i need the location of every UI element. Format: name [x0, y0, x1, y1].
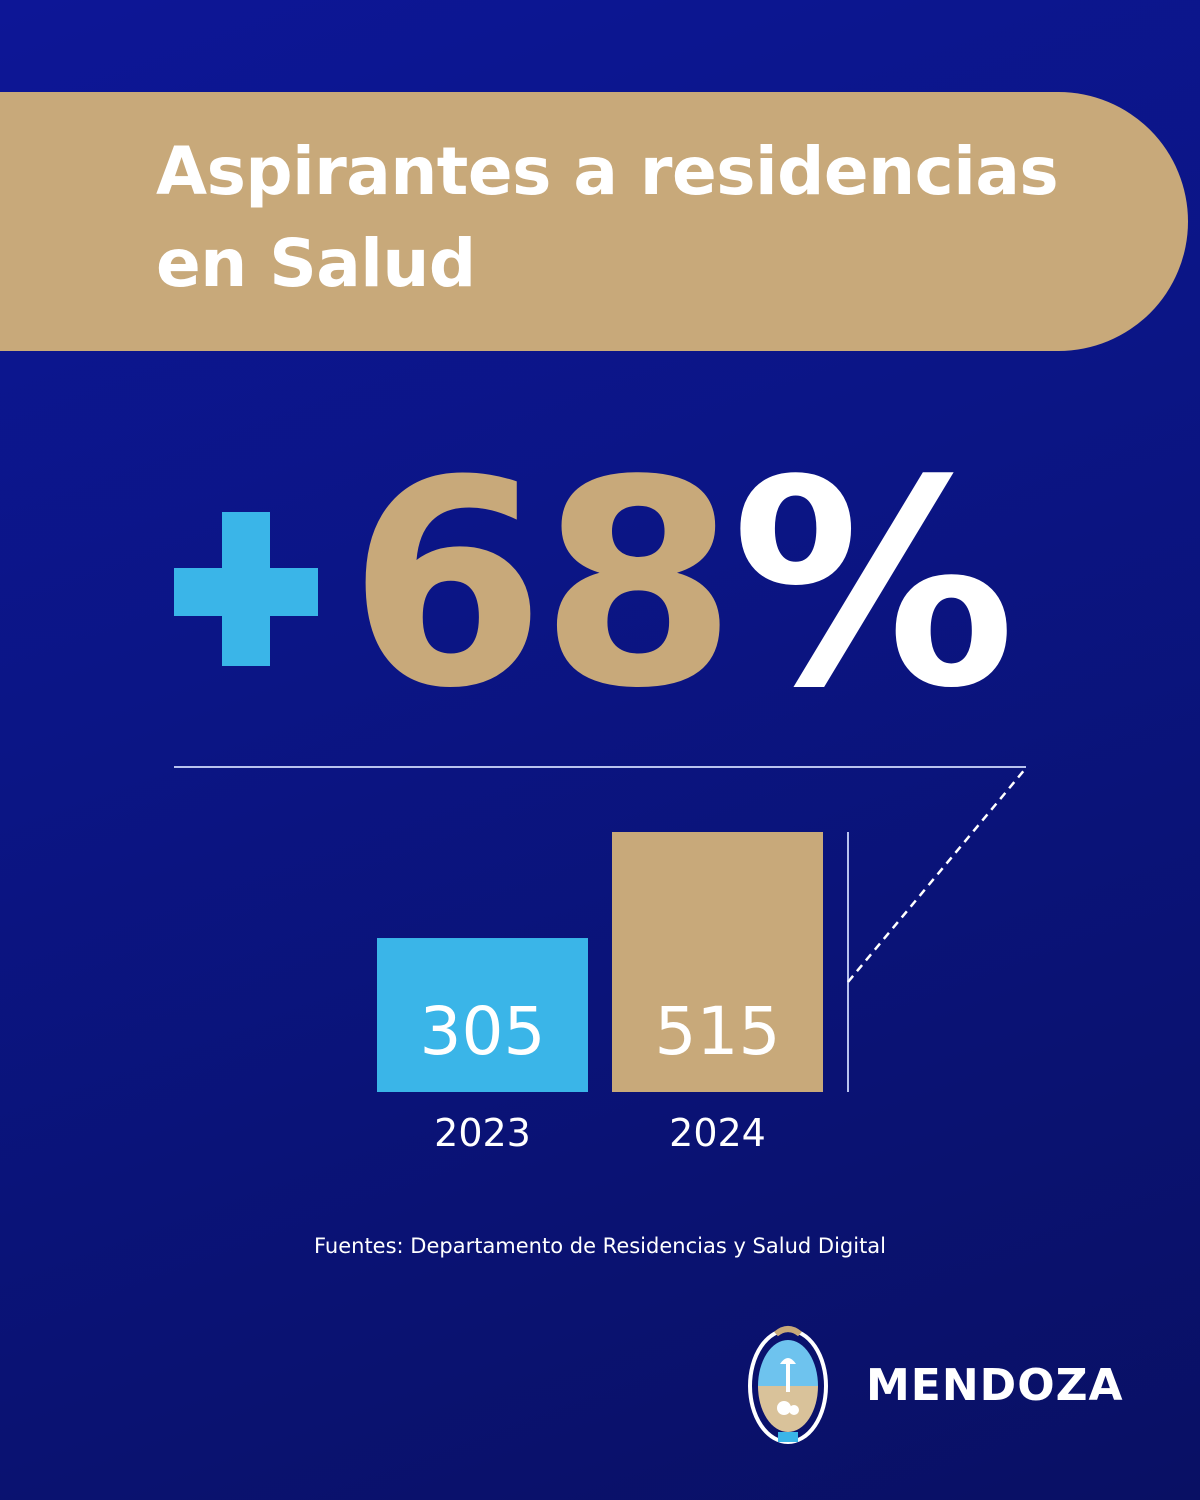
headline-percent-symbol: % — [731, 419, 1016, 750]
plus-icon — [174, 512, 318, 666]
bar-2024 — [612, 832, 823, 1092]
provincial-shield-icon — [748, 1326, 828, 1444]
bar-value-label-2024: 515 — [655, 993, 781, 1070]
title-banner — [0, 92, 1188, 351]
bar-value-label-2023: 305 — [420, 993, 546, 1070]
growth-dashed-connector — [847, 767, 1027, 983]
plus-icon-horizontal-bar — [174, 568, 318, 616]
divider-line — [174, 766, 1026, 768]
brand-name: MENDOZA — [866, 1360, 1124, 1411]
source-note: Fuentes: Departamento de Residencias y S… — [313, 1234, 887, 1258]
bar-2023 — [377, 938, 588, 1092]
category-label-2023: 2023 — [434, 1111, 531, 1155]
headline-percentage: 68% — [348, 440, 1016, 730]
page-title: Aspirantes a residencias en Salud — [156, 133, 1059, 302]
category-label-2024: 2024 — [669, 1111, 766, 1155]
headline-value: 68 — [348, 419, 737, 750]
